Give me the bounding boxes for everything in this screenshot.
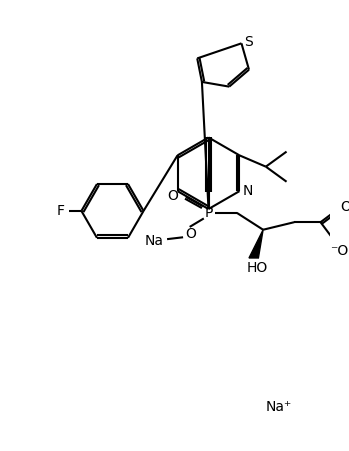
- Text: F: F: [57, 204, 65, 218]
- Text: O: O: [341, 200, 349, 214]
- Text: S: S: [244, 35, 252, 50]
- Text: P: P: [204, 206, 213, 220]
- Text: ⁻O: ⁻O: [330, 244, 349, 258]
- Text: N: N: [243, 184, 253, 198]
- Text: Na⁺: Na⁺: [266, 400, 292, 414]
- Polygon shape: [249, 230, 263, 258]
- Text: Na: Na: [144, 234, 163, 248]
- Text: O: O: [167, 189, 178, 203]
- Text: HO: HO: [247, 261, 268, 276]
- Text: O: O: [185, 226, 196, 240]
